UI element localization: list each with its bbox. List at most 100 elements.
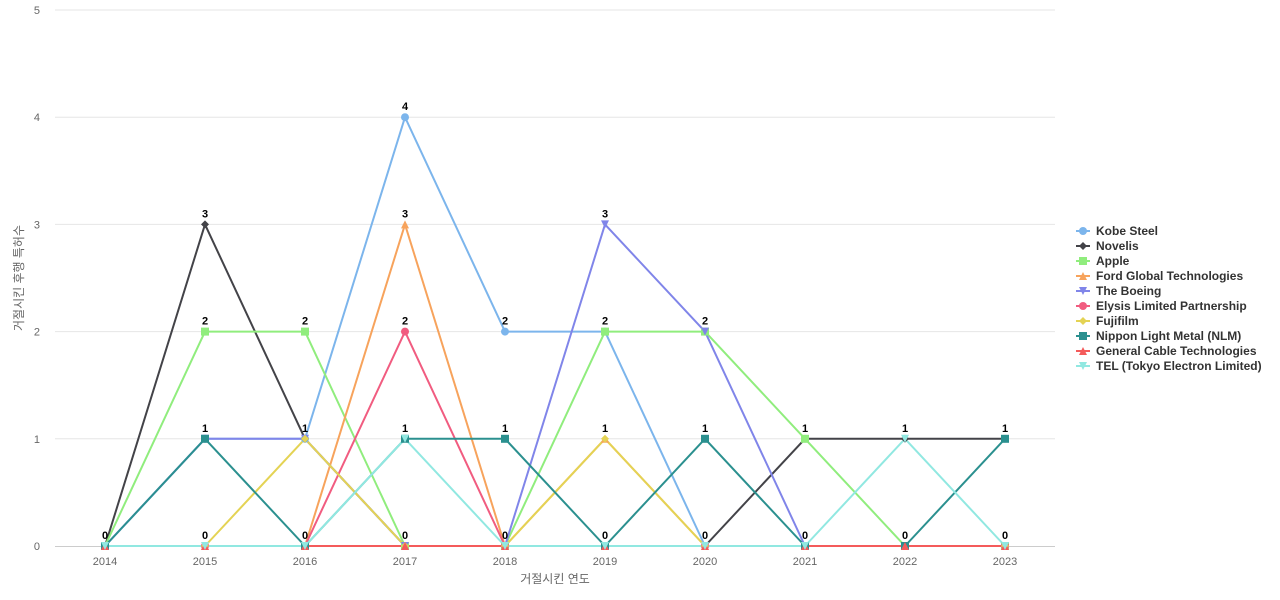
data-point: [701, 542, 709, 550]
data-point: [901, 542, 909, 550]
data-point: [801, 542, 809, 550]
data-point: [401, 327, 409, 336]
data-point: [101, 542, 109, 550]
data-point: [301, 434, 309, 443]
x-tick-label: 2019: [593, 556, 617, 568]
data-point: [601, 327, 609, 336]
data-point: [601, 434, 609, 443]
legend-item[interactable]: Novelis: [1076, 239, 1139, 253]
y-tick-label: 1: [34, 434, 40, 446]
data-label: 0: [802, 530, 808, 542]
x-tick-label: 2014: [93, 556, 117, 568]
data-point: [701, 327, 709, 336]
series-line: [104, 437, 1006, 547]
data-label: 0: [902, 530, 908, 542]
data-point: [401, 220, 409, 229]
data-label: 1: [502, 423, 508, 435]
data-point: [901, 434, 909, 443]
data-point: [501, 542, 509, 550]
data-point: [501, 434, 509, 443]
y-tick-label: 5: [34, 5, 40, 17]
legend-marker: [1079, 227, 1087, 235]
legend-marker: [1079, 272, 1087, 280]
legend-item[interactable]: Apple: [1076, 254, 1130, 268]
legend-label: Ford Global Technologies: [1096, 269, 1243, 283]
data-point: [1001, 434, 1009, 443]
series-line: [104, 223, 1005, 547]
legend-item[interactable]: General Cable Technologies: [1076, 344, 1257, 358]
data-label: 4: [402, 101, 409, 113]
data-label: 1: [1002, 423, 1008, 435]
data-point: [301, 327, 309, 336]
x-tick-label: 2023: [993, 556, 1017, 568]
data-label: 2: [502, 316, 508, 328]
legend-marker: [1079, 287, 1087, 295]
legend-marker: [1079, 347, 1087, 355]
legend-label: The Boeing: [1096, 284, 1161, 298]
x-tick-label: 2021: [793, 556, 817, 568]
x-tick-label: 2015: [193, 556, 217, 568]
legend-item[interactable]: Nippon Light Metal (NLM): [1076, 329, 1241, 343]
data-label: 1: [702, 423, 708, 435]
legend-label: Nippon Light Metal (NLM): [1096, 329, 1241, 343]
data-label: 0: [602, 530, 608, 542]
legend-label: Novelis: [1096, 239, 1139, 253]
data-point: [501, 327, 509, 336]
data-label: 1: [602, 423, 608, 435]
data-point: [601, 542, 609, 550]
y-axis-ticks: 0 1 2 3 4 5: [34, 5, 40, 553]
legend-label: TEL (Tokyo Electron Limited): [1096, 359, 1262, 373]
legend-marker: [1079, 362, 1087, 370]
legend-marker: [1079, 332, 1087, 340]
legend-item[interactable]: Elysis Limited Partnership: [1076, 299, 1247, 313]
x-tick-label: 2022: [893, 556, 917, 568]
data-point: [201, 434, 209, 443]
y-tick-label: 4: [34, 112, 40, 124]
series-lines: [104, 116, 1006, 547]
x-tick-label: 2020: [693, 556, 717, 568]
legend-item[interactable]: The Boeing: [1076, 284, 1161, 298]
data-label: 0: [702, 530, 708, 542]
data-point: [201, 542, 209, 550]
legend-marker: [1079, 242, 1087, 250]
data-label: 1: [402, 423, 408, 435]
data-label: 0: [102, 530, 108, 542]
data-label: 1: [302, 423, 308, 435]
data-label: 2: [202, 316, 208, 328]
data-label: 2: [602, 316, 608, 328]
data-label: 3: [602, 208, 608, 220]
data-point: [201, 220, 209, 229]
legend-label: Fujifilm: [1096, 314, 1139, 328]
legend-item[interactable]: Ford Global Technologies: [1076, 269, 1243, 283]
data-point: [301, 542, 309, 550]
legend-label: General Cable Technologies: [1096, 344, 1257, 358]
data-point: [401, 434, 409, 443]
data-label: 1: [902, 423, 908, 435]
legend-item[interactable]: Kobe Steel: [1076, 224, 1158, 238]
data-point: [701, 434, 709, 443]
legend-item[interactable]: Fujifilm: [1076, 314, 1139, 328]
data-point: [801, 434, 809, 443]
data-point: [401, 542, 409, 550]
data-label: 1: [802, 423, 808, 435]
legend-label: Elysis Limited Partnership: [1096, 299, 1247, 313]
data-point: [601, 220, 609, 229]
series-line: [105, 437, 1006, 547]
y-tick-label: 2: [34, 327, 40, 339]
data-label: 0: [302, 530, 308, 542]
data-label: 2: [302, 316, 308, 328]
data-label: 1: [202, 423, 208, 435]
data-label: 0: [402, 530, 408, 542]
legend-marker: [1079, 257, 1087, 265]
data-point: [1001, 542, 1009, 550]
data-point: [401, 113, 409, 122]
y-tick-label: 3: [34, 219, 40, 231]
legend-marker: [1079, 317, 1087, 325]
data-label: 0: [1002, 530, 1008, 542]
data-label: 2: [702, 316, 708, 328]
y-axis-title: 거절시킨 후행 특허수: [11, 225, 26, 331]
legend-label: Apple: [1096, 254, 1130, 268]
data-point: [201, 327, 209, 336]
legend-item[interactable]: TEL (Tokyo Electron Limited): [1076, 359, 1262, 373]
